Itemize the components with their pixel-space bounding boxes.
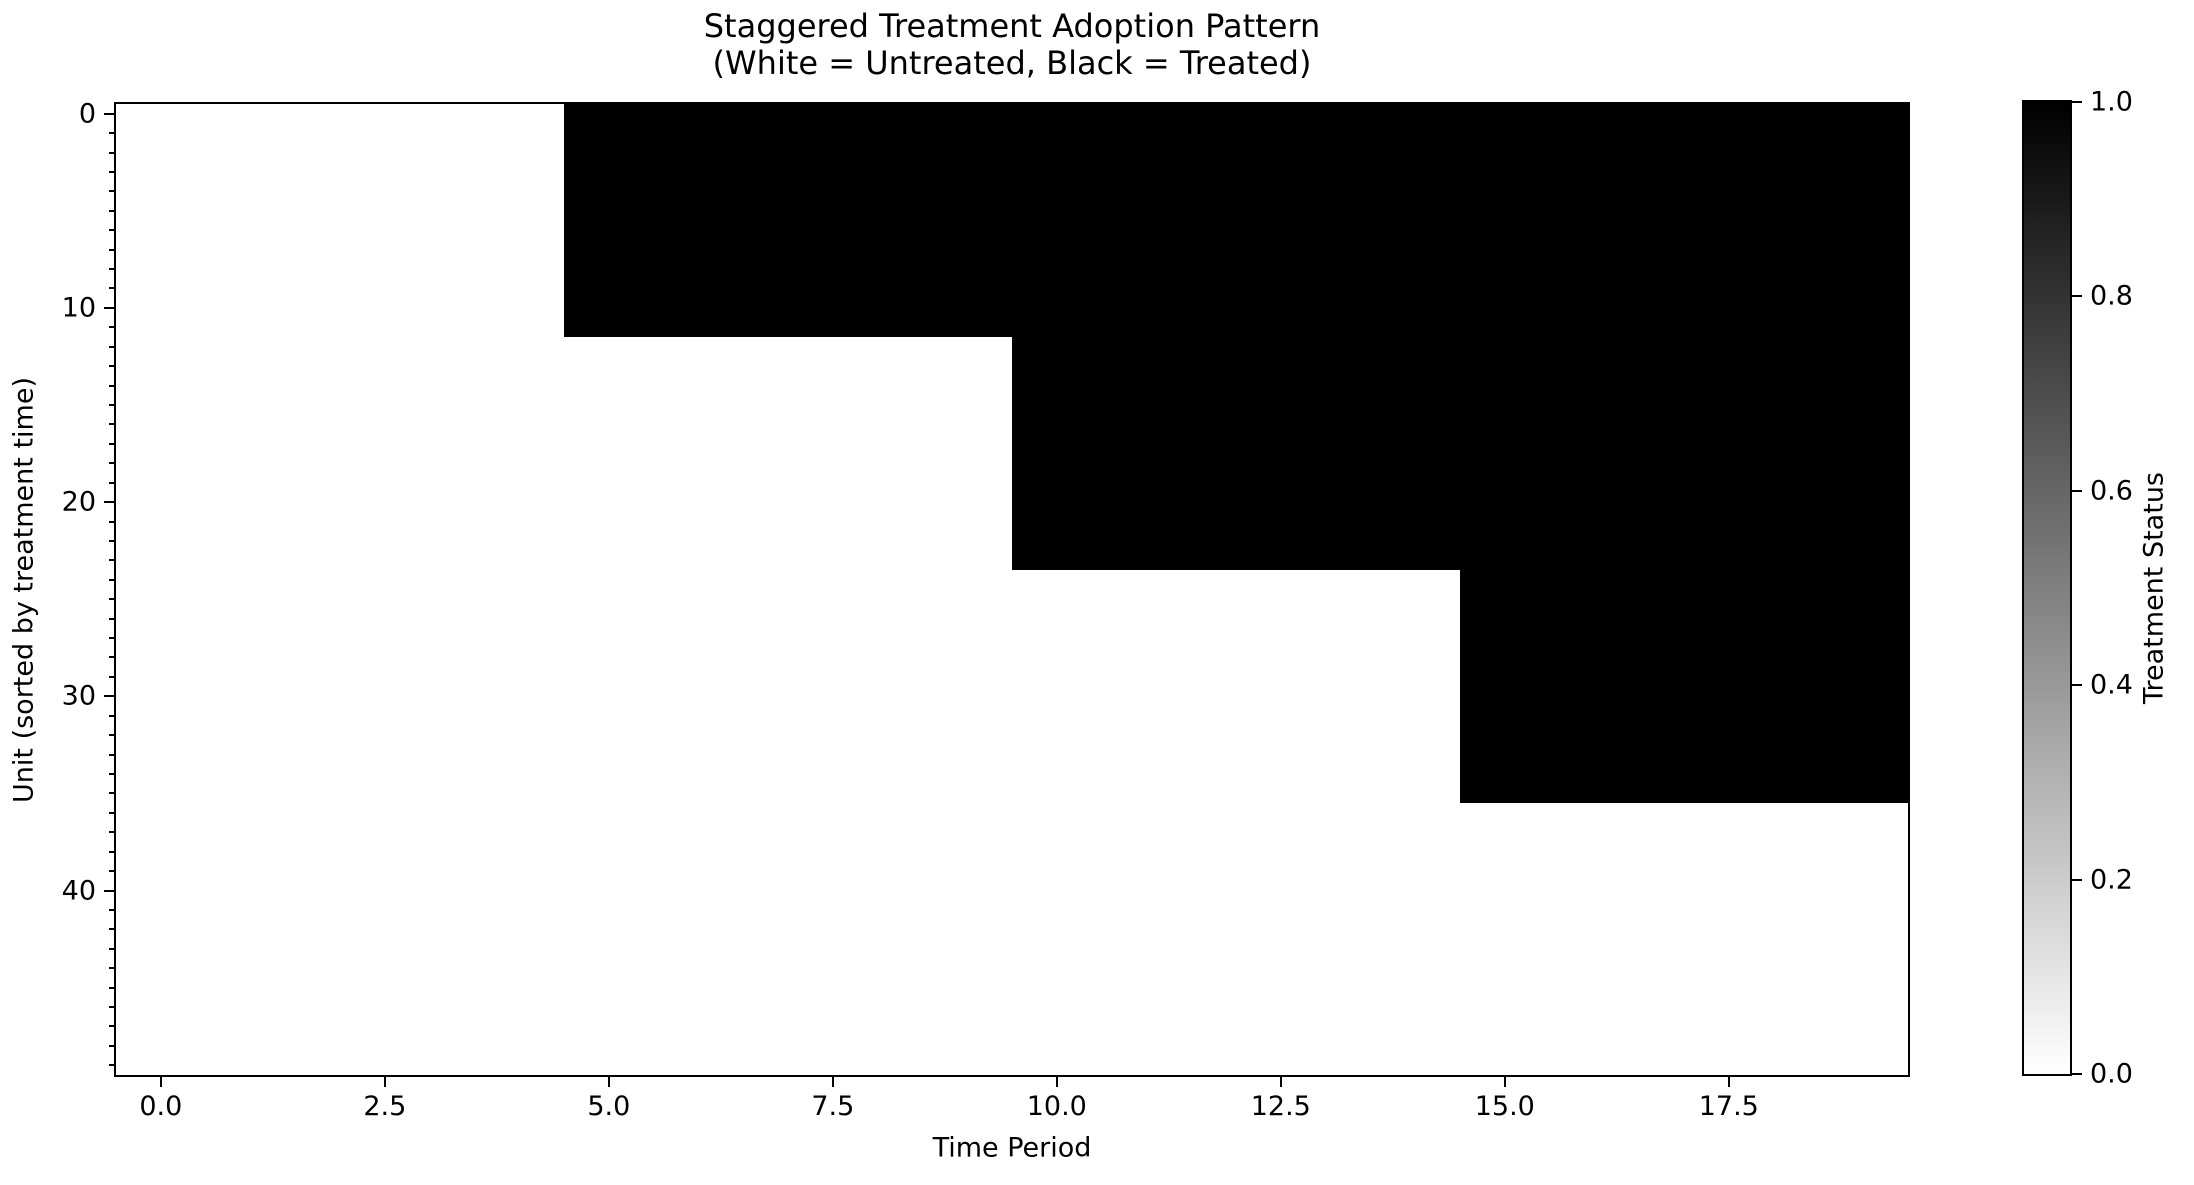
colorbar-gradient (2024, 102, 2070, 1074)
colorbar-tick-label: 0.0 (2090, 1058, 2133, 1090)
y-minor-tick (109, 772, 114, 775)
x-tick-label: 7.5 (811, 1091, 855, 1122)
y-minor-tick (109, 1044, 114, 1047)
y-minor-tick (109, 1006, 114, 1009)
y-minor-tick (109, 365, 114, 368)
colorbar: 1.0 0.8 0.6 0.4 0.2 0.0 (2022, 87, 2133, 1090)
colorbar-tick-label: 0.4 (2090, 669, 2133, 701)
y-minor-tick (109, 190, 114, 193)
y-minor-tick (109, 151, 114, 154)
y-minor-tick (109, 384, 114, 387)
y-tick-label: 0 (78, 98, 96, 130)
y-minor-tick (109, 714, 114, 717)
y-minor-tick (109, 578, 114, 581)
y-minor-tick (109, 1025, 114, 1028)
x-tick (159, 1077, 162, 1087)
y-axis-label: Unit (sorted by treatment time) (8, 377, 40, 803)
y-minor-tick (109, 132, 114, 135)
y-minor-tick (109, 734, 114, 737)
y-tick (104, 695, 114, 698)
colorbar-tick-label: 1.0 (2090, 86, 2133, 118)
x-tick (1279, 1077, 1282, 1087)
y-minor-tick (109, 850, 114, 853)
y-minor-tick (109, 870, 114, 873)
x-tick (1503, 1077, 1506, 1087)
y-tick (104, 889, 114, 892)
colorbar-tick-label: 0.2 (2090, 864, 2133, 896)
colorbar-tick (2072, 295, 2082, 298)
y-tick (104, 306, 114, 309)
treated-block (564, 104, 1908, 338)
colorbar-tick (2072, 489, 2082, 492)
y-tick (104, 501, 114, 504)
colorbar-tick (2072, 878, 2082, 881)
y-minor-tick (109, 947, 114, 950)
y-minor-tick (109, 404, 114, 406)
x-tick-label: 17.5 (1698, 1091, 1759, 1122)
y-minor-tick (109, 792, 114, 795)
y-tick (104, 112, 114, 115)
colorbar-tick-label: 0.8 (2090, 280, 2133, 312)
treated-block (1460, 570, 1908, 804)
x-tick (1055, 1077, 1058, 1087)
x-tick (383, 1077, 386, 1087)
y-minor-tick (109, 617, 114, 620)
y-minor-tick (109, 229, 114, 232)
y-minor-tick (109, 520, 114, 523)
colorbar-tick (2072, 101, 2082, 103)
x-tick-label: 5.0 (587, 1091, 631, 1122)
y-minor-tick (109, 209, 114, 212)
y-minor-tick (109, 481, 114, 484)
y-minor-tick (109, 675, 114, 678)
treated-block (1012, 337, 1908, 571)
y-minor-tick (109, 423, 114, 426)
chart-title: Staggered Treatment Adoption Pattern (703, 7, 1321, 45)
x-tick (831, 1077, 834, 1087)
colorbar-label: Treatment Status (2138, 471, 2170, 705)
y-minor-tick (109, 986, 114, 989)
y-minor-tick (109, 753, 114, 756)
y-minor-tick (109, 598, 114, 601)
colorbar-tick-label: 0.6 (2090, 475, 2133, 507)
y-minor-tick (109, 1064, 114, 1067)
y-minor-tick (109, 831, 114, 834)
y-minor-tick (109, 539, 114, 542)
y-tick-label: 40 (61, 875, 96, 906)
y-minor-tick (109, 928, 114, 931)
y-minor-tick (109, 268, 114, 271)
x-tick (607, 1077, 610, 1087)
x-axis-label: Time Period (932, 1132, 1092, 1164)
y-minor-tick (109, 967, 114, 970)
y-minor-tick (109, 442, 114, 445)
y-tick-label: 10 (61, 292, 96, 324)
y-tick-label: 20 (61, 486, 96, 518)
y-minor-tick (109, 248, 114, 251)
y-minor-tick (109, 287, 114, 290)
y-minor-tick (109, 326, 114, 329)
x-tick-label: 15.0 (1474, 1091, 1535, 1122)
y-minor-tick (109, 637, 114, 640)
x-tick-label: 2.5 (363, 1091, 407, 1122)
plot-area: 0.0 2.5 5.0 7.5 10.0 12.5 15.0 17.5 0 10 20 30 40 (62, 98, 1910, 1122)
y-minor-tick (109, 462, 114, 465)
colorbar-tick (2072, 1073, 2082, 1075)
colorbar-tick (2072, 684, 2082, 687)
x-tick-label: 10.0 (1026, 1091, 1087, 1122)
y-minor-tick (109, 656, 114, 659)
x-tick (1727, 1077, 1730, 1087)
y-minor-tick (109, 811, 114, 814)
y-minor-tick (109, 559, 114, 562)
chart-subtitle: (White = Untreated, Black = Treated) (712, 44, 1312, 82)
y-minor-tick (109, 345, 114, 348)
x-tick-label: 12.5 (1250, 1091, 1311, 1122)
chart-title-block: Staggered Treatment Adoption Pattern (Wh… (114, 8, 1910, 82)
y-minor-tick (109, 170, 114, 173)
x-tick-label: 0.0 (139, 1091, 183, 1122)
y-tick-label: 30 (61, 680, 96, 712)
y-minor-tick (109, 908, 114, 911)
